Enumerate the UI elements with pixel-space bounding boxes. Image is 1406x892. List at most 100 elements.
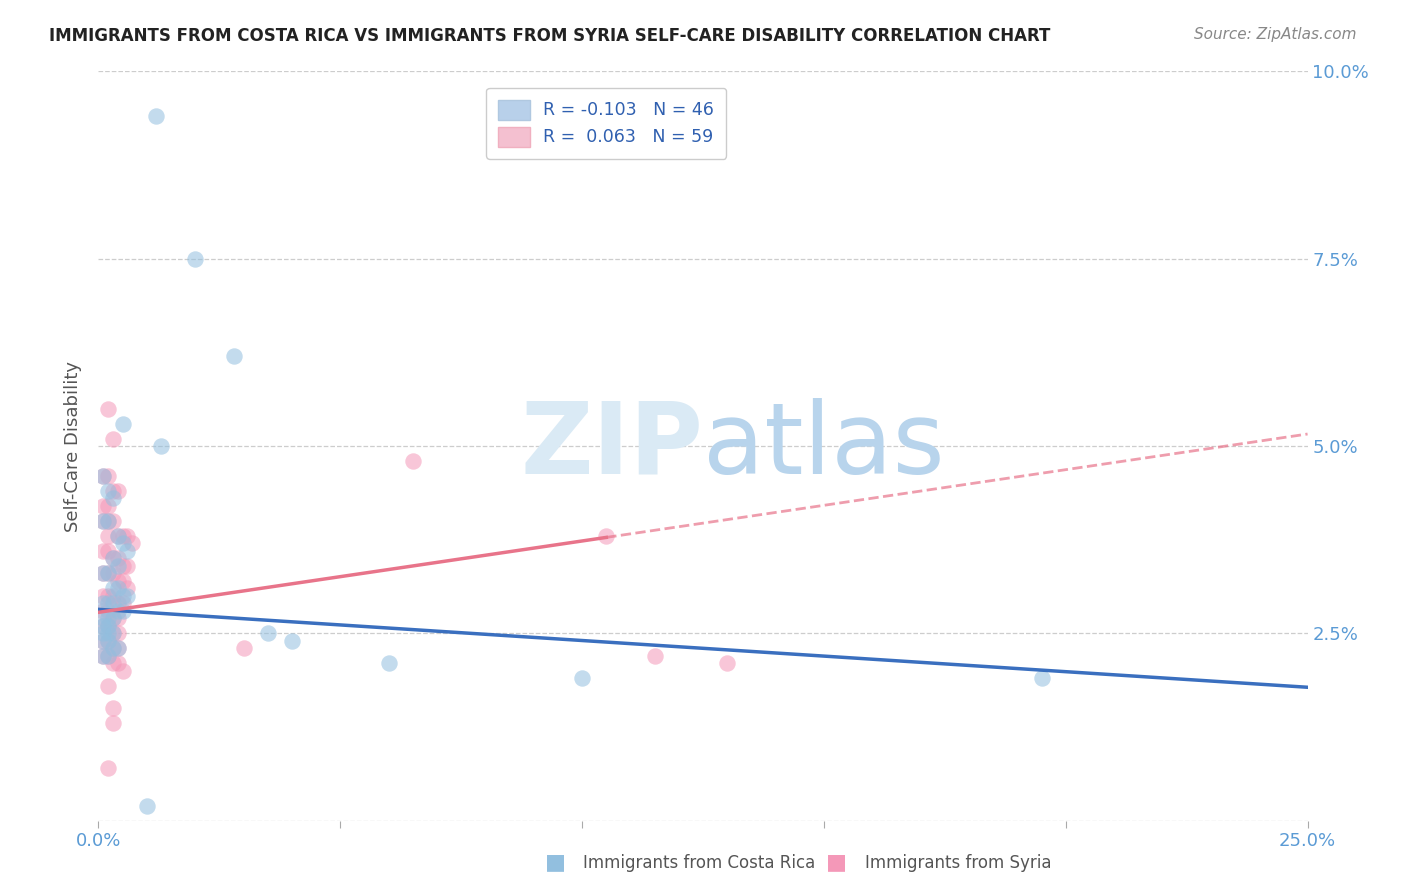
- Point: [101, 582, 124, 596]
- Text: ■: ■: [827, 853, 846, 872]
- Point: [97, 619, 120, 633]
- Point: [91, 469, 114, 483]
- Point: [111, 417, 134, 431]
- Point: [97, 529, 120, 543]
- Point: [101, 491, 124, 506]
- Point: [117, 558, 139, 573]
- Point: [91, 514, 114, 528]
- Point: [97, 401, 120, 416]
- Point: [91, 514, 114, 528]
- Point: [117, 529, 139, 543]
- Point: [91, 589, 114, 603]
- Point: [595, 529, 617, 543]
- Point: [91, 619, 114, 633]
- Point: [101, 551, 124, 566]
- Point: [97, 596, 120, 610]
- Point: [107, 596, 129, 610]
- Point: [97, 679, 120, 693]
- Point: [107, 574, 129, 588]
- Point: [97, 761, 120, 775]
- Point: [101, 432, 124, 446]
- Point: [281, 633, 304, 648]
- Point: [91, 633, 114, 648]
- Point: [101, 483, 124, 498]
- Point: [117, 544, 139, 558]
- Point: [716, 657, 738, 671]
- Point: [256, 626, 278, 640]
- Point: [91, 619, 114, 633]
- Point: [101, 596, 124, 610]
- Point: [97, 648, 120, 663]
- Text: Immigrants from Costa Rica: Immigrants from Costa Rica: [583, 855, 815, 872]
- Point: [91, 626, 114, 640]
- Point: [91, 596, 114, 610]
- Point: [101, 701, 124, 715]
- Point: [97, 611, 120, 625]
- Text: ■: ■: [546, 853, 565, 872]
- Point: [117, 582, 139, 596]
- Point: [117, 589, 139, 603]
- Point: [101, 641, 124, 656]
- Point: [97, 626, 120, 640]
- Point: [97, 589, 120, 603]
- Point: [571, 671, 593, 685]
- Point: [97, 604, 120, 618]
- Point: [101, 626, 124, 640]
- Point: [97, 648, 120, 663]
- Point: [111, 529, 134, 543]
- Point: [644, 648, 666, 663]
- Point: [91, 469, 114, 483]
- Point: [121, 536, 143, 550]
- Point: [111, 574, 134, 588]
- Point: [97, 619, 120, 633]
- Point: [184, 252, 207, 266]
- Point: [402, 454, 425, 468]
- Point: [97, 566, 120, 581]
- Point: [101, 589, 124, 603]
- Point: [101, 566, 124, 581]
- Point: [107, 641, 129, 656]
- Point: [91, 611, 114, 625]
- Point: [97, 633, 120, 648]
- Text: IMMIGRANTS FROM COSTA RICA VS IMMIGRANTS FROM SYRIA SELF-CARE DISABILITY CORRELA: IMMIGRANTS FROM COSTA RICA VS IMMIGRANTS…: [49, 27, 1050, 45]
- Point: [91, 566, 114, 581]
- Point: [1031, 671, 1053, 685]
- Point: [232, 641, 254, 656]
- Point: [107, 582, 129, 596]
- Point: [97, 469, 120, 483]
- Point: [97, 514, 120, 528]
- Point: [91, 604, 114, 618]
- Point: [111, 596, 134, 610]
- Point: [97, 544, 120, 558]
- Point: [107, 626, 129, 640]
- Point: [101, 514, 124, 528]
- Point: [145, 109, 167, 123]
- Legend: R = -0.103   N = 46, R =  0.063   N = 59: R = -0.103 N = 46, R = 0.063 N = 59: [486, 87, 727, 159]
- Point: [101, 657, 124, 671]
- Y-axis label: Self-Care Disability: Self-Care Disability: [65, 360, 83, 532]
- Point: [91, 566, 114, 581]
- Point: [101, 716, 124, 731]
- Point: [107, 529, 129, 543]
- Text: Source: ZipAtlas.com: Source: ZipAtlas.com: [1194, 27, 1357, 42]
- Point: [111, 558, 134, 573]
- Point: [107, 483, 129, 498]
- Point: [377, 657, 399, 671]
- Point: [101, 611, 124, 625]
- Point: [222, 349, 245, 363]
- Point: [91, 648, 114, 663]
- Point: [107, 611, 129, 625]
- Point: [111, 664, 134, 678]
- Point: [107, 558, 129, 573]
- Point: [91, 648, 114, 663]
- Point: [111, 536, 134, 550]
- Point: [150, 439, 173, 453]
- Point: [101, 611, 124, 625]
- Point: [107, 657, 129, 671]
- Point: [111, 589, 134, 603]
- Point: [107, 551, 129, 566]
- Text: atlas: atlas: [703, 398, 945, 494]
- Point: [135, 798, 157, 813]
- Point: [111, 604, 134, 618]
- Point: [101, 551, 124, 566]
